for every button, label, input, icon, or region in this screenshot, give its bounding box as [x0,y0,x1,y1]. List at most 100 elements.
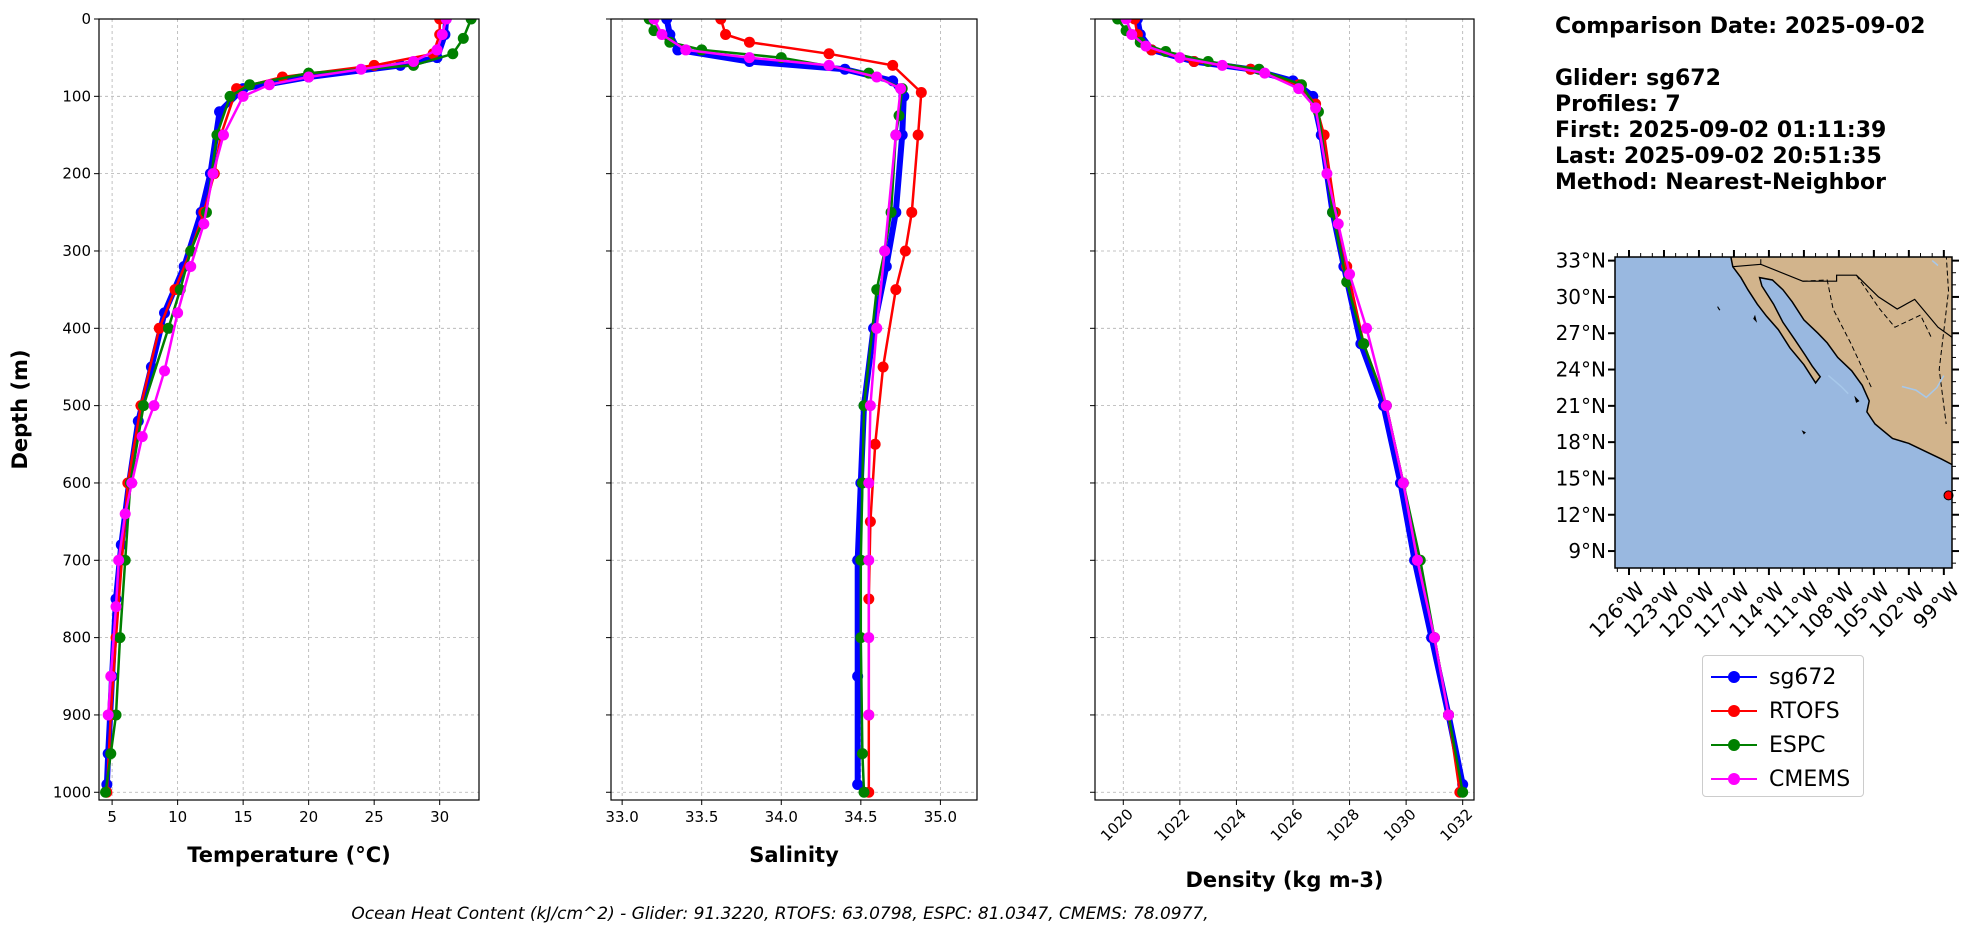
map-river [1931,260,1939,267]
legend-item-cmems: CMEMS [1711,762,1855,796]
data-point-sg672 [852,779,864,791]
data-point-RTOFS [743,36,755,48]
legend: sg672 RTOFS ESPC CMEMS [1702,655,1864,797]
data-point-CMEMS [1428,632,1440,644]
map-island [1753,314,1758,323]
map-island [1717,306,1721,311]
data-point-ESPC [457,32,469,44]
data-point-CMEMS [148,400,160,412]
map-lat-label: 27°N [1556,321,1606,345]
data-point-CMEMS [680,44,692,56]
y-tick-label: 0 [81,10,91,28]
data-point-CMEMS [863,632,875,644]
axes-frame [610,18,978,801]
data-point-ESPC [465,19,477,25]
data-point-CMEMS [172,307,184,319]
y-tick-label: 800 [62,629,91,647]
data-point-CMEMS [407,56,419,68]
map-island [1801,430,1806,435]
series-line-RTOFS [1133,19,1462,793]
x-tick-label: 34.5 [844,808,877,826]
data-point-RTOFS [912,129,924,141]
first-time: First: 2025-09-02 01:11:39 [1555,118,1887,143]
data-point-ESPC [858,786,870,798]
glider-position-marker [1943,490,1954,501]
x-tick-label: 33.0 [605,808,638,826]
map-river [1827,375,1849,395]
legend-item-rtofs: RTOFS [1711,694,1855,728]
data-point-RTOFS [915,86,927,98]
data-point-RTOFS [1129,19,1141,25]
ohc-footer: Ocean Heat Content (kJ/cm^2) - Glider: 9… [351,904,1209,924]
data-point-CMEMS [207,168,219,180]
data-point-CMEMS [102,709,114,721]
data-point-CMEMS [113,554,125,566]
map-island [1854,395,1860,403]
data-point-CMEMS [440,19,452,25]
map-state-border [1855,274,1933,340]
data-point-CMEMS [1321,168,1333,180]
data-point-CMEMS [1140,40,1152,52]
x-tick-label: 33.5 [685,808,718,826]
data-point-RTOFS [890,284,902,296]
data-point-CMEMS [436,28,448,40]
data-point-sg672 [661,19,673,25]
data-point-RTOFS [720,28,732,40]
data-point-CMEMS [217,129,229,141]
y-tick-label: 900 [62,706,91,724]
series-group [1112,19,1469,798]
data-point-RTOFS [823,48,835,60]
data-point-CMEMS [743,52,755,64]
map-lat-label: 33°N [1556,249,1606,273]
map-state-border [1938,257,1950,425]
map-lat-label: 30°N [1556,285,1606,309]
data-point-CMEMS [136,431,148,443]
data-point-CMEMS [1174,52,1186,64]
data-point-CMEMS [237,90,249,102]
data-point-CMEMS [863,709,875,721]
data-point-CMEMS [823,59,835,71]
y-tick-label: 500 [62,397,91,415]
data-point-ESPC [162,322,174,334]
data-point-RTOFS [906,206,918,218]
data-point-sg672 [214,106,226,118]
data-point-CMEMS [895,83,907,95]
y-tick-label: 300 [62,242,91,260]
x-axis-label: Temperature (°C) [187,843,390,867]
data-point-ESPC [114,632,126,644]
data-point-CMEMS [126,477,138,489]
data-point-ESPC [105,748,117,760]
panel-2: 1020 1022 1024 1026 1028 1030 1032 Density (kg … [1090,18,1477,892]
comparison-date: Comparison Date: 2025-09-02 [1555,14,1926,39]
map-land-group [1717,257,1952,466]
data-point-RTOFS [899,245,911,257]
data-point-CMEMS [431,44,443,56]
panel-1: 33.0 33.5 34.0 34.5 35.0 Salinity [605,18,978,867]
map-lat-label: 24°N [1556,358,1606,382]
data-point-CMEMS [864,400,876,412]
data-point-CMEMS [890,129,902,141]
x-tick-label: 1026 [1267,805,1307,845]
series-line-sg672 [1134,19,1466,786]
legend-label: ESPC [1769,732,1826,758]
x-tick-label: 1024 [1210,805,1250,845]
data-point-ESPC [855,632,867,644]
data-point-ESPC [224,90,236,102]
last-time: Last: 2025-09-02 20:51:35 [1555,144,1882,169]
data-point-CMEMS [1443,709,1455,721]
info-panel: Comparison Date: 2025-09-02 Glider: sg672… [1555,14,1925,196]
data-point-CMEMS [110,601,122,613]
legend-item-sg672: sg672 [1711,660,1855,694]
x-tick-label: 1032 [1437,805,1477,845]
legend-item-espc: ESPC [1711,728,1855,762]
x-tick-label: 1028 [1323,805,1363,845]
data-point-CMEMS [656,28,668,40]
map-lat-label: 12°N [1556,503,1606,527]
data-point-CMEMS [879,245,891,257]
data-point-CMEMS [1259,67,1271,79]
data-point-CMEMS [159,365,171,377]
series-group [100,19,477,798]
data-point-ESPC [696,44,708,56]
data-point-CMEMS [263,79,275,91]
